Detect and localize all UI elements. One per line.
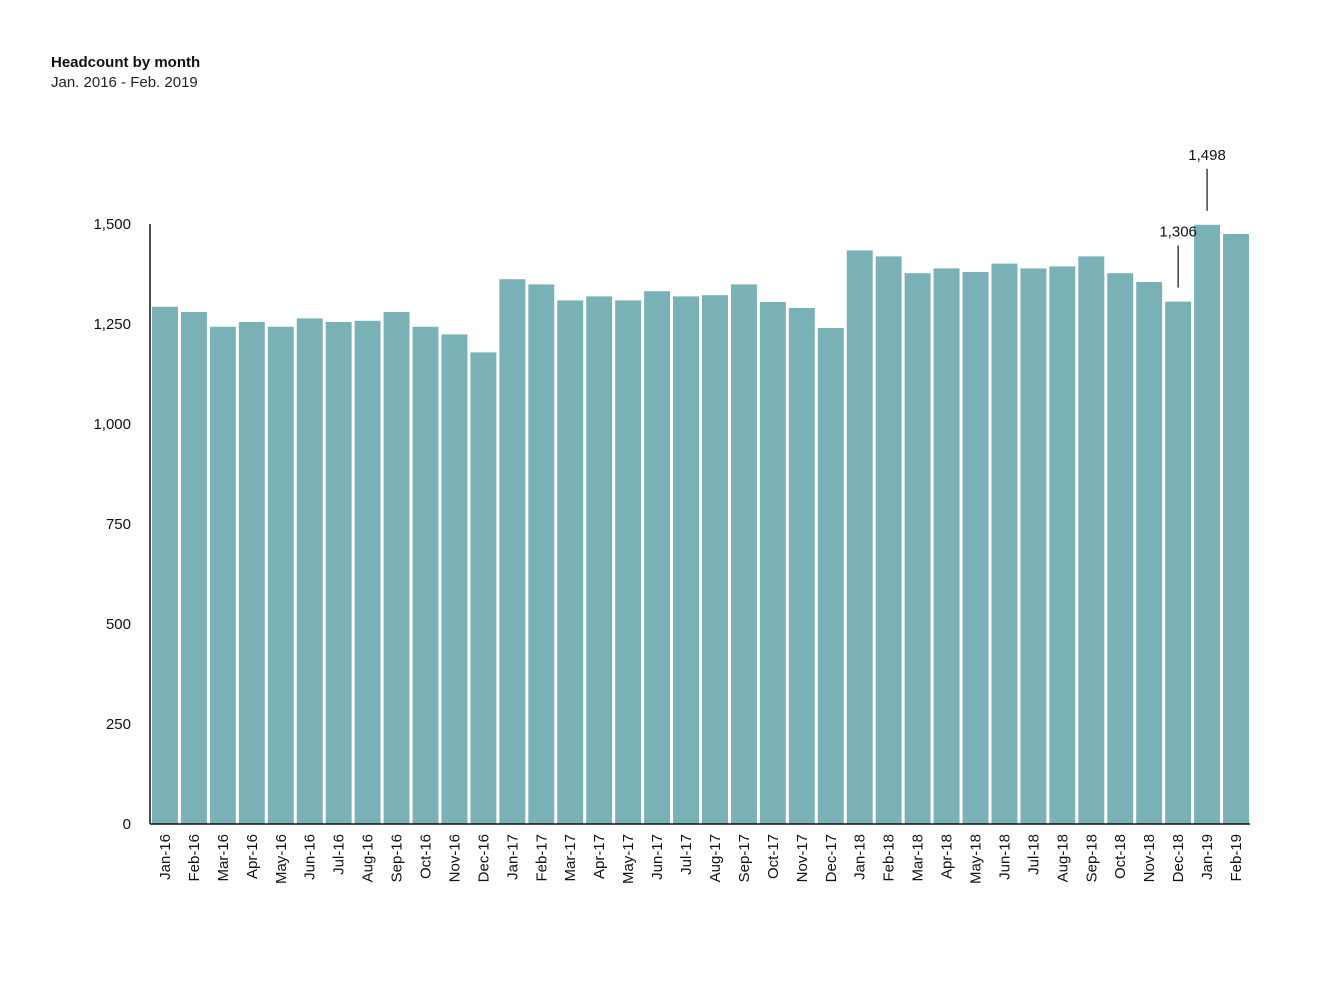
bar-mar-16	[209, 326, 236, 824]
bar-oct-16	[412, 326, 439, 824]
x-tick-label: Sep-17	[736, 834, 753, 882]
x-tick-label: Jun-18	[996, 834, 1013, 880]
x-tick-label: Jun-17	[649, 834, 666, 880]
bar-dec-18	[1165, 301, 1192, 825]
annotation-label: 1,498	[1188, 147, 1226, 164]
y-tick-label: 500	[106, 616, 131, 633]
x-tick-label: Aug-16	[360, 834, 377, 882]
bar-sep-16	[383, 312, 410, 824]
x-tick-label: Sep-18	[1083, 834, 1100, 882]
y-tick-label: 1,250	[93, 316, 131, 333]
x-tick-label: Nov-17	[794, 834, 811, 882]
x-tick-label: Dec-16	[475, 834, 492, 882]
y-tick-label: 750	[106, 516, 131, 533]
x-tick-label: Apr-18	[939, 834, 956, 879]
bar-aug-18	[1049, 266, 1076, 824]
bar-feb-18	[875, 256, 902, 824]
chart-title: Headcount by month	[51, 54, 201, 71]
bar-jan-16	[152, 306, 178, 824]
x-tick-label: Oct-18	[1112, 834, 1129, 879]
bar-feb-17	[528, 284, 555, 824]
bar-jun-18	[991, 263, 1018, 825]
bar-nov-16	[441, 334, 468, 824]
bar-feb-19	[1223, 234, 1249, 824]
y-tick-label: 1,000	[93, 416, 131, 433]
y-tick-label: 1,500	[93, 216, 131, 233]
bar-aug-17	[702, 295, 728, 824]
bar-sep-17	[730, 284, 757, 824]
bar-mar-17	[557, 300, 584, 824]
x-tick-label: Oct-16	[418, 834, 435, 879]
x-tick-label: Jul-17	[678, 834, 695, 875]
bar-oct-17	[759, 302, 786, 824]
bar-oct-18	[1107, 273, 1134, 824]
y-axis-ticks: 0 250 500 750 1,000 1,250 1,500	[93, 216, 131, 833]
chart-subtitle: Jan. 2016 - Feb. 2019	[51, 74, 198, 91]
x-tick-label: Feb-17	[533, 834, 550, 882]
bar-dec-16	[470, 352, 497, 824]
x-tick-label: Nov-16	[446, 834, 463, 882]
x-tick-label: Mar-16	[215, 834, 232, 882]
x-tick-label: Aug-18	[1054, 834, 1071, 882]
x-tick-label: Jul-18	[1025, 834, 1042, 875]
x-tick-label: Nov-18	[1141, 834, 1158, 882]
bar-may-18	[962, 272, 989, 824]
x-tick-label: Jan-19	[1199, 834, 1216, 880]
x-tick-label: Apr-17	[591, 834, 608, 879]
bar-jul-18	[1020, 268, 1047, 824]
annotations-group: 1,306 1,498	[1159, 147, 1226, 288]
chart-header: Headcount by month Jan. 2016 - Feb. 2019	[51, 53, 200, 93]
annotation-label: 1,306	[1159, 224, 1197, 241]
x-tick-label: Apr-16	[244, 834, 261, 879]
bar-may-17	[615, 300, 642, 824]
bar-feb-16	[180, 312, 207, 824]
x-tick-label: Feb-19	[1228, 834, 1245, 882]
bar-dec-17	[817, 328, 844, 824]
bar-jan-19	[1194, 224, 1221, 825]
bar-mar-18	[904, 273, 931, 824]
x-tick-label: Sep-16	[389, 834, 406, 882]
x-tick-label: May-17	[620, 834, 637, 884]
x-tick-label: May-18	[968, 834, 985, 884]
bar-jul-16	[325, 322, 352, 824]
y-tick-label: 0	[123, 816, 131, 833]
x-tick-label: Feb-18	[881, 834, 898, 882]
y-tick-label: 250	[106, 716, 131, 733]
bar-apr-16	[238, 322, 265, 824]
bar-nov-18	[1136, 282, 1163, 824]
bar-jul-17	[673, 296, 699, 824]
bar-sep-18	[1078, 256, 1105, 824]
x-tick-label: Dec-18	[1170, 834, 1187, 882]
bar-aug-16	[354, 320, 381, 824]
x-tick-label: Dec-17	[823, 834, 840, 882]
x-tick-label: Mar-17	[562, 834, 579, 882]
x-tick-label: Jun-16	[302, 834, 319, 880]
bar-jan-18	[846, 250, 873, 824]
x-tick-label: Mar-18	[910, 834, 927, 882]
bars-group	[152, 224, 1249, 825]
x-tick-label: Aug-17	[707, 834, 724, 882]
bar-apr-18	[933, 268, 960, 824]
x-axis-ticks: Jan-16 Feb-16 Mar-16 Apr-16 May-16 Jun-16 Jul-…	[157, 834, 1245, 884]
bar-jun-17	[644, 291, 671, 824]
x-tick-label: Oct-17	[765, 834, 782, 879]
x-tick-label: Jul-16	[331, 834, 348, 875]
bar-nov-17	[788, 308, 815, 824]
bar-apr-17	[586, 296, 613, 824]
x-tick-label: May-16	[273, 834, 290, 884]
x-tick-label: Jan-17	[504, 834, 521, 880]
bar-may-16	[267, 326, 294, 824]
bar-jun-16	[296, 318, 323, 824]
x-tick-label: Feb-16	[186, 834, 203, 882]
x-tick-label: Jan-16	[157, 834, 174, 880]
x-tick-label: Jan-18	[852, 834, 869, 880]
bar-jan-17	[499, 279, 526, 824]
